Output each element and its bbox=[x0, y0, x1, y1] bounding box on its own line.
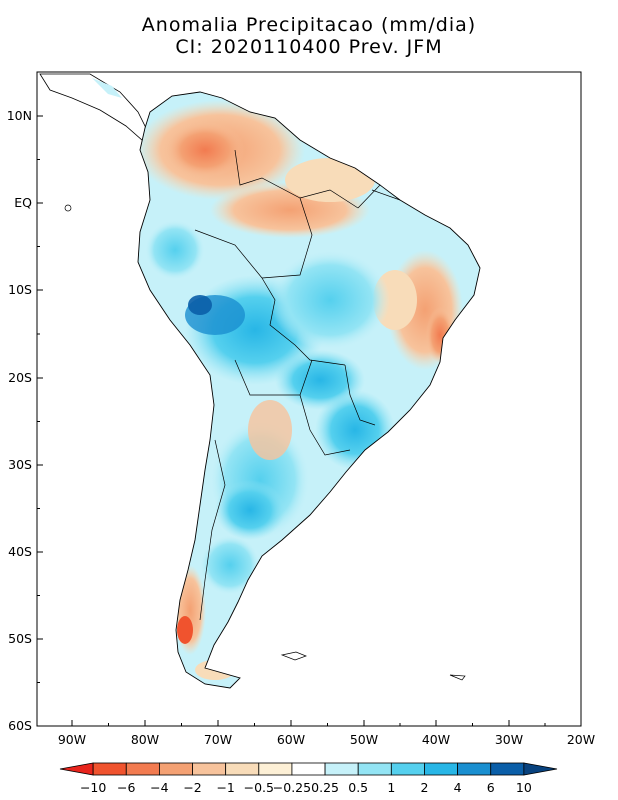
colorbar-swatch bbox=[324, 762, 359, 776]
colorbar-swatch bbox=[225, 762, 260, 776]
colorbar-swatch bbox=[357, 762, 392, 776]
colorbar-swatch bbox=[92, 762, 127, 776]
lat-label: 60S bbox=[8, 718, 32, 733]
colorbar-label: −4 bbox=[150, 780, 168, 795]
colorbar-swatch bbox=[291, 762, 326, 776]
colorbar-label: 2 bbox=[420, 780, 428, 795]
colorbar-label: −0.5 bbox=[244, 780, 274, 795]
map-subtitle: CI: 2020110400 Prev. JFM bbox=[175, 36, 443, 58]
colorbar-swatch bbox=[424, 762, 459, 776]
colorbar-label: 0.25 bbox=[311, 780, 339, 795]
lon-label: 60W bbox=[277, 732, 305, 747]
lat-label: 10N bbox=[7, 108, 32, 123]
country-borders bbox=[194, 149, 401, 621]
colorbar-swatch bbox=[192, 762, 227, 776]
lat-label: 30S bbox=[8, 457, 32, 472]
colorbar-swatch bbox=[125, 762, 160, 776]
galapagos-islands bbox=[64, 204, 72, 212]
latitude-axis: 10N EQ 10S 20S 30S 40S 50S 60S bbox=[7, 108, 43, 733]
colorbar-swatch bbox=[457, 762, 492, 776]
lon-label: 80W bbox=[131, 732, 159, 747]
lat-label: 40S bbox=[8, 544, 32, 559]
colorbar-label: 4 bbox=[454, 780, 462, 795]
colorbar-label: 0.5 bbox=[348, 780, 368, 795]
lon-label: 50W bbox=[350, 732, 378, 747]
colorbar: −10 −6 −4 −2 −1 −0.5−0.25 0.25 0.5 1 2 4 6 10 bbox=[59, 762, 558, 795]
colorbar-label: −6 bbox=[117, 780, 135, 795]
central-america-anomaly bbox=[92, 78, 122, 98]
south-georgia-island bbox=[449, 674, 466, 681]
colorbar-swatch bbox=[523, 762, 558, 776]
colorbar-label: −0.25 bbox=[273, 780, 311, 795]
colorbar-label: 6 bbox=[487, 780, 495, 795]
lat-label: 20S bbox=[8, 370, 32, 385]
map-frame bbox=[36, 71, 582, 727]
colorbar-label: −1 bbox=[216, 780, 234, 795]
colorbar-label: 1 bbox=[387, 780, 395, 795]
lon-label: 20W bbox=[567, 732, 595, 747]
map-title: Anomalia Precipitacao (mm/dia) bbox=[141, 14, 477, 36]
colorbar-swatch bbox=[59, 762, 94, 776]
lat-label: EQ bbox=[14, 195, 32, 210]
falkland-islands bbox=[280, 651, 307, 661]
lat-label: 50S bbox=[8, 631, 32, 646]
colorbar-label: −10 bbox=[80, 780, 106, 795]
lat-label: 10S bbox=[8, 282, 32, 297]
lon-label: 70W bbox=[204, 732, 232, 747]
colorbar-swatch bbox=[390, 762, 425, 776]
colorbar-label: 10 bbox=[516, 780, 532, 795]
longitude-axis: 90W 80W 70W 60W 50W 40W 30W 20W bbox=[58, 720, 595, 747]
lon-label: 90W bbox=[58, 732, 86, 747]
colorbar-swatch bbox=[258, 762, 293, 776]
lon-label: 30W bbox=[495, 732, 523, 747]
colorbar-swatch bbox=[490, 762, 525, 776]
colorbar-label: −2 bbox=[183, 780, 201, 795]
lon-label: 40W bbox=[422, 732, 450, 747]
colorbar-swatch bbox=[158, 762, 193, 776]
